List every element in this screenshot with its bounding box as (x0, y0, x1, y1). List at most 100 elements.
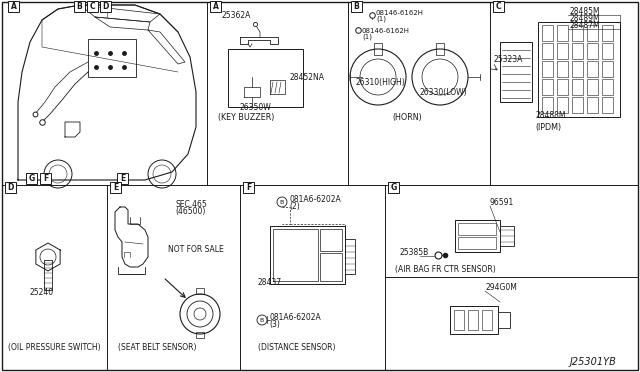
Bar (602, 97, 613, 113)
Text: (HORN): (HORN) (392, 113, 422, 122)
Bar (498, 312, 510, 328)
Bar (450, 306, 498, 334)
Text: 08146-6162H: 08146-6162H (362, 28, 410, 34)
Bar (587, 79, 598, 95)
Text: NOT FOR SALE: NOT FOR SALE (168, 245, 224, 254)
Text: (OIL PRESSURE SWITCH): (OIL PRESSURE SWITCH) (8, 343, 100, 352)
Text: B: B (260, 317, 264, 323)
Bar (110, 182, 121, 193)
Bar (500, 226, 514, 246)
Text: (SEAT BELT SENSOR): (SEAT BELT SENSOR) (118, 343, 196, 352)
Text: 26350W: 26350W (240, 103, 272, 112)
Bar (602, 25, 613, 41)
Bar (374, 43, 382, 55)
Bar (196, 332, 204, 338)
Text: (IPDM): (IPDM) (535, 123, 561, 132)
Bar (572, 79, 583, 95)
Bar (500, 42, 532, 102)
Text: (3): (3) (269, 320, 280, 329)
Text: 26330(LOW): 26330(LOW) (420, 88, 468, 97)
Bar (602, 43, 613, 59)
Bar (210, 1, 221, 12)
Text: (KEY BUZZER): (KEY BUZZER) (218, 113, 275, 122)
Text: (1): (1) (362, 33, 372, 40)
Text: D: D (102, 2, 109, 11)
Bar (468, 310, 478, 330)
Bar (572, 25, 583, 41)
Bar (228, 49, 303, 107)
Bar (243, 182, 254, 193)
Text: 25362A: 25362A (222, 11, 252, 20)
Bar (538, 22, 620, 117)
Text: E: E (120, 174, 125, 183)
Bar (542, 43, 553, 59)
Bar (74, 1, 85, 12)
Text: (1): (1) (376, 16, 386, 22)
Text: 28485M: 28485M (570, 7, 600, 16)
Bar (26, 173, 37, 184)
Bar (602, 61, 613, 77)
Bar (351, 1, 362, 12)
Text: 25323A: 25323A (493, 55, 522, 64)
Bar (388, 182, 399, 193)
Bar (482, 310, 492, 330)
Text: G: G (390, 183, 397, 192)
Bar (572, 43, 583, 59)
Bar (40, 173, 51, 184)
Bar (542, 61, 553, 77)
Bar (557, 97, 568, 113)
Bar (542, 79, 553, 95)
Bar (542, 97, 553, 113)
Bar (557, 61, 568, 77)
Text: B: B (280, 199, 284, 205)
Text: 081A6-6202A: 081A6-6202A (289, 195, 340, 204)
Bar (88, 39, 136, 77)
Bar (557, 43, 568, 59)
Bar (587, 43, 598, 59)
Bar (436, 43, 444, 55)
Text: C: C (90, 2, 95, 11)
Text: D: D (7, 183, 13, 192)
Text: J25301YB: J25301YB (570, 357, 617, 367)
Bar (602, 79, 613, 95)
Bar (270, 226, 345, 284)
Bar (542, 25, 553, 41)
Bar (455, 220, 500, 252)
Bar (8, 1, 19, 12)
Bar (557, 25, 568, 41)
Bar (117, 173, 128, 184)
Text: G: G (28, 174, 35, 183)
Text: (AIR BAG FR CTR SENSOR): (AIR BAG FR CTR SENSOR) (395, 265, 496, 274)
Text: 28489M: 28489M (570, 14, 600, 23)
Text: F: F (246, 183, 251, 192)
Text: 28437: 28437 (258, 278, 282, 287)
Bar (454, 310, 464, 330)
Bar (572, 61, 583, 77)
Text: B: B (354, 2, 360, 11)
Bar (493, 1, 504, 12)
Bar (572, 97, 583, 113)
Bar (44, 260, 52, 290)
Bar (87, 1, 98, 12)
Text: SEC.465: SEC.465 (175, 200, 207, 209)
Bar (196, 288, 204, 294)
Text: (46500): (46500) (175, 207, 205, 216)
Text: 081A6-6202A: 081A6-6202A (269, 313, 321, 322)
Bar (587, 61, 598, 77)
Text: 25240: 25240 (30, 288, 54, 297)
Text: 28452NA: 28452NA (290, 73, 325, 82)
Text: E: E (113, 183, 118, 192)
Bar (587, 97, 598, 113)
Text: F: F (43, 174, 48, 183)
Bar (5, 182, 16, 193)
Bar (557, 79, 568, 95)
Text: (DISTANCE SENSOR): (DISTANCE SENSOR) (258, 343, 335, 352)
Text: 96591: 96591 (490, 198, 515, 207)
Bar (273, 229, 318, 281)
Bar (458, 237, 496, 249)
Text: B: B (77, 2, 83, 11)
Bar (320, 229, 342, 251)
Text: 26310(HIGH): 26310(HIGH) (355, 78, 404, 87)
Bar (458, 223, 496, 235)
Bar (587, 25, 598, 41)
